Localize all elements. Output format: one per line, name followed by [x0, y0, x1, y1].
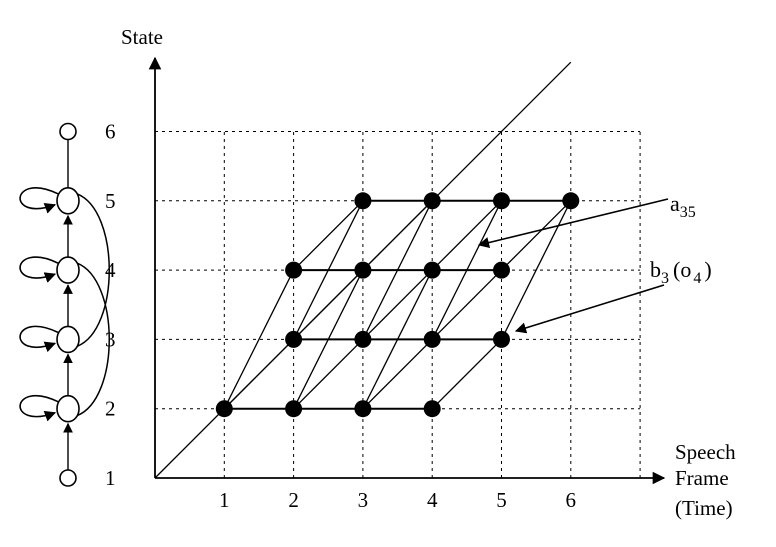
a35-pointer-arrow [477, 198, 669, 249]
state-number-label: 2 [105, 397, 116, 421]
state-number-label: 1 [105, 466, 116, 490]
transition-edge [431, 200, 502, 271]
trellis-node [285, 400, 303, 418]
a35-subscript: 35 [680, 204, 696, 221]
x-tick-label: 2 [288, 488, 299, 512]
trellis-node [423, 330, 441, 348]
transition-edge [293, 200, 364, 340]
a35-label: a35 [670, 191, 696, 221]
trellis-nodes [215, 192, 580, 418]
b-symbol: b [650, 257, 661, 282]
hmm-self-loop [19, 325, 59, 353]
transition-edge [362, 200, 433, 340]
transition-edge [431, 338, 502, 410]
hmm-state-circle [56, 325, 80, 354]
trellis-node [354, 330, 372, 348]
transition-edge [293, 269, 364, 409]
x-axis-title-line-3: (Time) [675, 496, 733, 520]
x-axis-title-line-1: Speech [675, 440, 736, 464]
trellis-node [285, 261, 303, 279]
trellis-node [423, 261, 441, 279]
transition-edge [500, 200, 572, 340]
b3o4-label: b3 (o 4) [650, 257, 712, 287]
trellis-node [215, 400, 233, 418]
state-number-label: 3 [105, 327, 116, 351]
trellis-node [423, 400, 441, 418]
trellis-transitions [223, 199, 572, 410]
hmm-state-circle [56, 394, 80, 423]
hmm-skip-arc [76, 193, 110, 348]
state-labels: 1 2 3 4 5 6 [105, 120, 116, 491]
x-tick-label: 1 [219, 488, 230, 512]
a35-base: a [670, 191, 680, 216]
trellis-node [562, 192, 580, 210]
x-axis-title-line-2: Frame [675, 466, 729, 490]
hmm-self-loop [19, 395, 59, 422]
trellis-node [493, 261, 510, 279]
trellis-node [354, 400, 372, 418]
x-tick-label: 4 [427, 488, 438, 512]
transition-edge [223, 269, 295, 409]
x-tick-label: 6 [566, 488, 577, 512]
transition-edge [431, 269, 502, 340]
b3o4-pointer-arrow [514, 284, 665, 334]
hmm-state-circle [59, 469, 77, 487]
trellis-node [423, 192, 441, 210]
hmm-state-chain [19, 122, 110, 487]
transition-edge [293, 338, 364, 410]
dotted-grid [155, 131, 641, 478]
y-axis-title: State [121, 25, 163, 49]
state-number-label: 6 [105, 120, 116, 144]
x-tick-label: 5 [496, 488, 507, 512]
axes [148, 56, 666, 485]
trellis-node [285, 330, 303, 348]
trellis-node [354, 192, 372, 210]
b-subscript: 3 [661, 270, 669, 287]
state-number-label: 5 [105, 189, 116, 213]
trellis-node [493, 330, 510, 348]
trellis-node [354, 261, 372, 279]
o-subscript: 4 [693, 270, 701, 287]
hmm-skip-arc [76, 262, 110, 417]
x-tick-label: 3 [358, 488, 369, 512]
transition-edge [431, 200, 503, 340]
transition-edge [293, 200, 364, 271]
transition-edge [362, 338, 433, 410]
state-number-label: 4 [105, 258, 116, 282]
hmm-state-circle [56, 256, 80, 284]
transition-edge [362, 269, 433, 409]
hmm-state-circle [56, 187, 80, 215]
x-tick-labels: 1 2 3 4 5 6 [219, 488, 576, 512]
transition-edge [501, 200, 572, 271]
annotation-a35: a35 [477, 191, 696, 249]
trellis-node [493, 192, 510, 210]
annotation-b3o4: b3 (o 4) [514, 257, 712, 334]
hmm-self-loop [19, 187, 59, 214]
hmm-self-loop [19, 256, 59, 283]
o-symbol: o [680, 257, 691, 282]
transition-edge [362, 269, 433, 340]
hmm-state-circle [59, 122, 77, 141]
